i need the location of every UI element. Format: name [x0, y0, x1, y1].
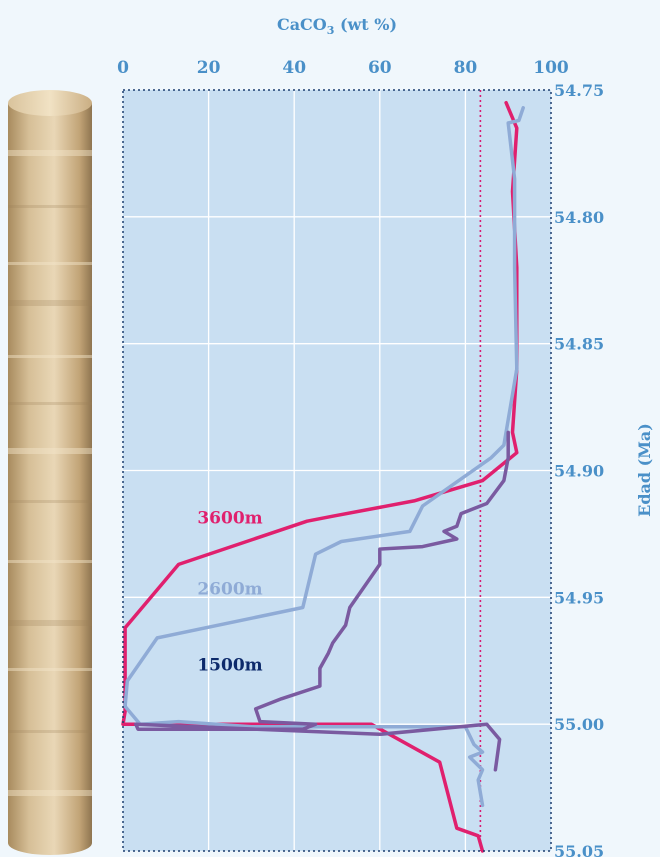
core-band — [8, 262, 92, 265]
core-band — [8, 448, 92, 454]
y-axis-title: Edad (Ma) — [635, 423, 654, 517]
series-label-3600m: 3600m — [197, 508, 262, 528]
core-band — [8, 205, 92, 208]
x-tick-label: 80 — [454, 58, 478, 78]
series-line-1500m — [134, 430, 510, 772]
core-band — [8, 150, 92, 156]
core-body — [8, 103, 92, 843]
x-tick-label: 60 — [368, 58, 392, 78]
x-tick-label: 100 — [533, 58, 569, 78]
core-band — [8, 560, 92, 563]
core-top — [8, 90, 92, 116]
x-tick-label: 40 — [282, 58, 306, 78]
core-bottom — [8, 831, 92, 855]
y-tick-label: 54.80 — [554, 208, 604, 227]
series-line-2600m — [123, 106, 525, 808]
series-label-1500m: 1500m — [197, 656, 262, 676]
core-band — [8, 500, 92, 503]
core-band — [8, 620, 92, 626]
core-band — [8, 402, 92, 405]
series-line-3600m — [121, 100, 519, 853]
sediment-core-illustration — [8, 90, 92, 855]
series-labels: 3600m 2600m 1500m — [197, 508, 262, 675]
series-label-2600m: 2600m — [197, 579, 262, 599]
y-tick-label: 54.95 — [554, 588, 604, 607]
x-tick-label: 20 — [197, 58, 221, 78]
core-band — [8, 300, 92, 306]
x-tick-label: 0 — [117, 58, 129, 78]
core-band — [8, 790, 92, 796]
core-bands — [8, 150, 92, 796]
core-band — [8, 355, 92, 358]
y-tick-label: 55.00 — [554, 715, 604, 734]
y-tick-label: 55.05 — [554, 842, 604, 857]
y-tick-label: 54.90 — [554, 462, 604, 481]
series-layer — [121, 100, 525, 853]
x-axis-title: CaCO3 (wt %) — [277, 15, 397, 37]
y-tick-label: 54.75 — [554, 81, 604, 100]
core-band — [8, 668, 92, 671]
core-band — [8, 730, 92, 733]
y-tick-label: 54.85 — [554, 335, 604, 354]
y-axis-ticks: 54.75 54.80 54.85 54.90 54.95 55.00 55.05 — [554, 81, 604, 857]
x-axis-ticks: 0 20 40 60 80 100 — [117, 58, 569, 78]
